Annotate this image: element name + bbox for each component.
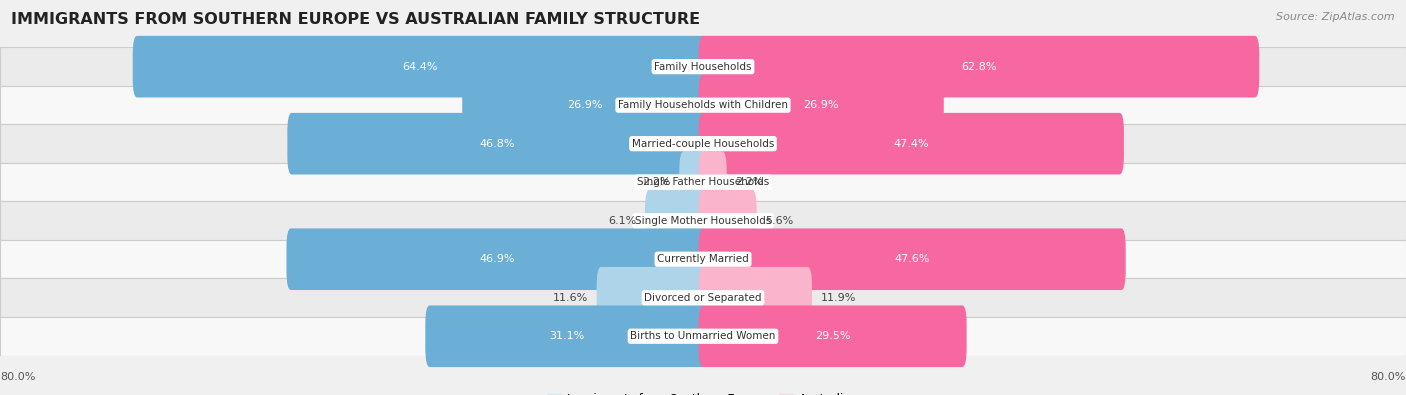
Text: Single Mother Households: Single Mother Households [636,216,770,226]
FancyBboxPatch shape [699,228,1126,290]
FancyBboxPatch shape [0,86,1406,124]
FancyBboxPatch shape [699,267,813,329]
Text: 5.6%: 5.6% [765,216,793,226]
Text: 80.0%: 80.0% [0,372,35,382]
Text: Married-couple Households: Married-couple Households [631,139,775,149]
Legend: Immigrants from Southern Europe, Australian: Immigrants from Southern Europe, Austral… [543,389,863,395]
Text: Currently Married: Currently Married [657,254,749,264]
FancyBboxPatch shape [287,113,707,175]
FancyBboxPatch shape [699,36,1260,98]
Text: 2.2%: 2.2% [735,177,763,187]
Text: Single Father Households: Single Father Households [637,177,769,187]
Text: 2.2%: 2.2% [643,177,671,187]
FancyBboxPatch shape [645,190,707,252]
Text: Births to Unmarried Women: Births to Unmarried Women [630,331,776,341]
Text: Family Households with Children: Family Households with Children [619,100,787,110]
FancyBboxPatch shape [425,305,707,367]
Text: 26.9%: 26.9% [567,100,603,110]
FancyBboxPatch shape [287,228,707,290]
FancyBboxPatch shape [0,317,1406,356]
Text: 47.4%: 47.4% [893,139,929,149]
FancyBboxPatch shape [0,278,1406,317]
FancyBboxPatch shape [699,190,756,252]
Text: 6.1%: 6.1% [607,216,637,226]
Text: IMMIGRANTS FROM SOUTHERN EUROPE VS AUSTRALIAN FAMILY STRUCTURE: IMMIGRANTS FROM SOUTHERN EUROPE VS AUSTR… [11,12,700,27]
FancyBboxPatch shape [0,163,1406,201]
Text: 29.5%: 29.5% [815,331,851,341]
Text: 31.1%: 31.1% [548,331,583,341]
FancyBboxPatch shape [0,201,1406,240]
FancyBboxPatch shape [0,47,1406,86]
FancyBboxPatch shape [596,267,707,329]
Text: 80.0%: 80.0% [1371,372,1406,382]
Text: Source: ZipAtlas.com: Source: ZipAtlas.com [1277,12,1395,22]
Text: 11.6%: 11.6% [553,293,588,303]
FancyBboxPatch shape [699,151,727,213]
FancyBboxPatch shape [699,113,1123,175]
FancyBboxPatch shape [699,74,943,136]
Text: Divorced or Separated: Divorced or Separated [644,293,762,303]
FancyBboxPatch shape [463,74,707,136]
FancyBboxPatch shape [679,151,707,213]
Text: 62.8%: 62.8% [962,62,997,71]
Text: 26.9%: 26.9% [803,100,839,110]
Text: 64.4%: 64.4% [402,62,437,71]
Text: 46.9%: 46.9% [479,254,515,264]
Text: Family Households: Family Households [654,62,752,71]
Text: 46.8%: 46.8% [479,139,515,149]
Text: 11.9%: 11.9% [821,293,856,303]
FancyBboxPatch shape [132,36,707,98]
FancyBboxPatch shape [0,240,1406,278]
FancyBboxPatch shape [699,305,967,367]
Text: 47.6%: 47.6% [894,254,929,264]
FancyBboxPatch shape [0,124,1406,163]
